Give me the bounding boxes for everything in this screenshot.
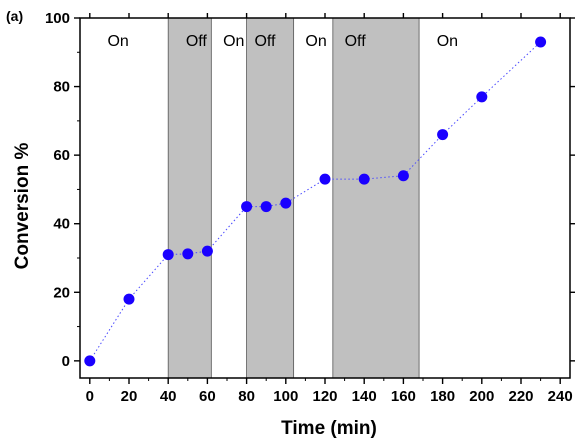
x-tick-label: 100 <box>273 388 298 405</box>
data-point <box>182 248 194 260</box>
data-point <box>535 36 547 48</box>
axis-ticks: 0 20 40 60 80 100 120 140 160 180 200 220 240 0 20 40 60… <box>45 10 575 405</box>
data-point <box>280 197 292 209</box>
y-tick-label: 0 <box>62 353 70 370</box>
data-point <box>123 293 135 305</box>
region-label-on: On <box>107 33 128 50</box>
x-tick-label: 60 <box>199 388 216 405</box>
data-point <box>162 249 174 261</box>
data-point <box>319 173 331 185</box>
y-tick-label: 60 <box>53 147 70 164</box>
region-label-off: Off <box>254 33 276 50</box>
data-point <box>397 170 409 182</box>
x-tick-label: 200 <box>469 388 494 405</box>
x-tick-label: 20 <box>121 388 138 405</box>
x-tick-label: 40 <box>160 388 177 405</box>
data-point <box>476 91 488 103</box>
y-tick-label: 80 <box>53 79 70 96</box>
x-axis-title: Time (min) <box>281 418 377 439</box>
x-tick-label: 180 <box>430 388 455 405</box>
x-tick-label: 160 <box>391 388 416 405</box>
region-label-off: Off <box>345 33 367 50</box>
x-tick-label: 80 <box>238 388 255 405</box>
panel-label: (a) <box>6 8 23 24</box>
y-axis-title: Conversion % <box>12 143 33 270</box>
off-region-2 <box>332 17 420 379</box>
y-tick-label: 100 <box>45 10 70 27</box>
region-labels: On Off On Off On Off On <box>107 33 458 50</box>
plot-frame <box>79 17 571 379</box>
data-point <box>84 355 96 367</box>
x-tick-label: 120 <box>312 388 337 405</box>
y-tick-label: 40 <box>53 216 70 233</box>
data-point <box>260 201 272 213</box>
data-point <box>358 173 370 185</box>
data-point <box>241 201 253 213</box>
x-tick-label: 240 <box>548 388 573 405</box>
region-label-off: Off <box>186 33 208 50</box>
x-tick-label: 140 <box>352 388 377 405</box>
data-point <box>437 129 449 141</box>
data-series <box>84 36 547 367</box>
region-label-on: On <box>305 33 326 50</box>
off-region-0 <box>167 17 212 379</box>
x-tick-label: 220 <box>508 388 533 405</box>
data-point <box>201 245 213 257</box>
x-tick-label: 0 <box>86 388 94 405</box>
series-line <box>89 41 541 362</box>
region-label-on: On <box>223 33 244 50</box>
y-tick-label: 20 <box>53 284 70 301</box>
region-label-on: On <box>437 33 458 50</box>
